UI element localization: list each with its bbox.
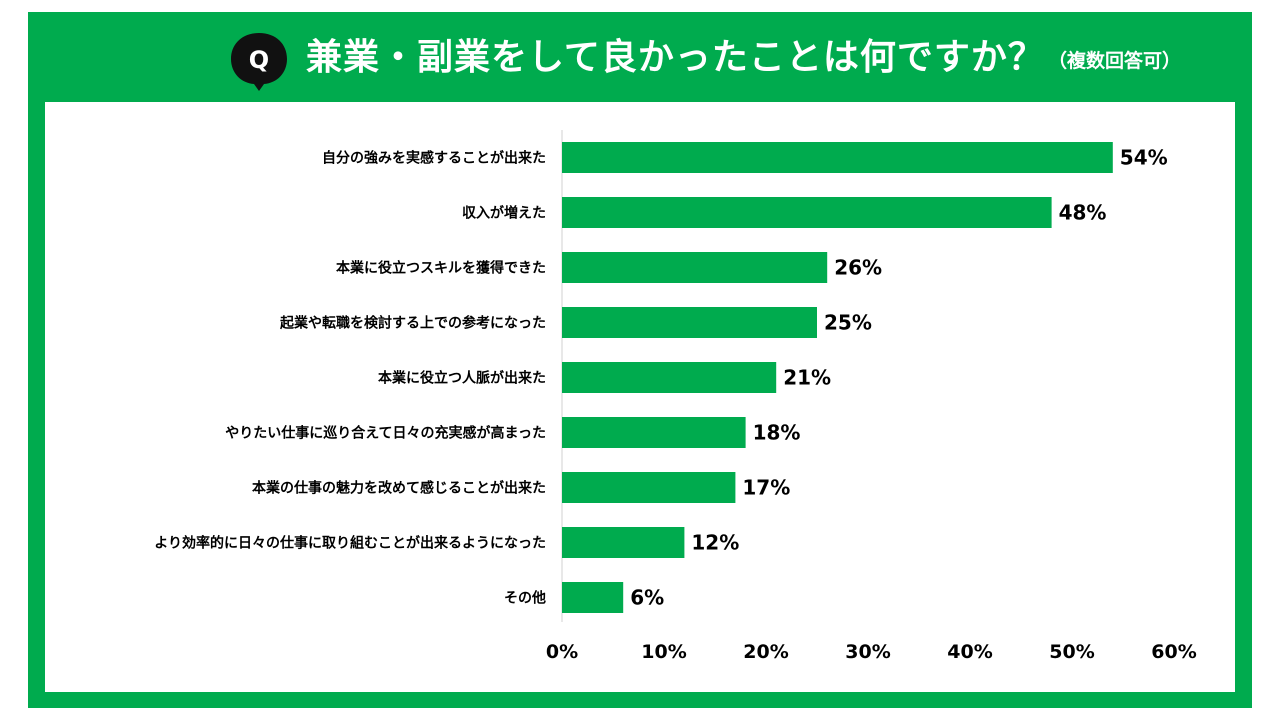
x-tick-label: 40%: [947, 641, 992, 663]
category-label: 本業に役立つ人脈が出来た: [378, 370, 546, 387]
category-label: 自分の強みを実感することが出来た: [322, 150, 546, 167]
category-label: その他: [504, 590, 546, 607]
question-badge-icon: Q: [231, 33, 287, 91]
x-tick-label: 20%: [743, 641, 788, 663]
value-label: 21%: [783, 366, 831, 390]
value-label: 12%: [691, 531, 739, 555]
bar: [562, 197, 1052, 228]
value-label: 26%: [834, 256, 882, 280]
chart-title: 兼業・副業をして良かったことは何ですか？: [306, 37, 1045, 78]
category-label: やりたい仕事に巡り合えて日々の充実感が高まった: [225, 425, 546, 442]
value-label: 54%: [1120, 146, 1168, 170]
value-label: 48%: [1059, 201, 1107, 225]
bar: [562, 417, 746, 448]
x-tick-label: 0%: [546, 641, 578, 663]
bar: [562, 307, 817, 338]
value-label: 6%: [630, 586, 664, 610]
bar: [562, 472, 736, 503]
bar: [562, 527, 685, 558]
category-labels: 自分の強みを実感することが出来た収入が増えた本業に役立つスキルを獲得できた起業や…: [154, 150, 546, 607]
bar: [562, 362, 777, 393]
category-label: 起業や転職を検討する上での参考になった: [279, 315, 546, 332]
bars-group: [562, 142, 1113, 613]
bar: [562, 142, 1113, 173]
chart-subtitle: （複数回答可）: [1048, 50, 1182, 72]
x-tick-label: 10%: [641, 641, 686, 663]
x-tick-labels: 0% 10% 20% 30% 40% 50% 60%: [546, 641, 1197, 663]
category-label: 本業の仕事の魅力を改めて感じることが出来た: [252, 480, 546, 497]
category-label: 収入が増えた: [462, 205, 546, 222]
value-label: 25%: [824, 311, 872, 335]
x-tick-label: 50%: [1049, 641, 1094, 663]
value-label: 18%: [753, 421, 801, 445]
x-tick-label: 60%: [1151, 641, 1196, 663]
value-labels: 54% 48% 26% 25% 21% 18% 17% 12% 6%: [630, 146, 1167, 610]
x-tick-label: 30%: [845, 641, 890, 663]
value-label: 17%: [742, 476, 790, 500]
category-label: より効率的に日々の仕事に取り組むことが出来るようになった: [154, 535, 546, 552]
bar: [562, 582, 624, 613]
category-label: 本業に役立つスキルを獲得できた: [336, 260, 546, 277]
question-badge-letter: Q: [249, 46, 269, 74]
bar: [562, 252, 828, 283]
